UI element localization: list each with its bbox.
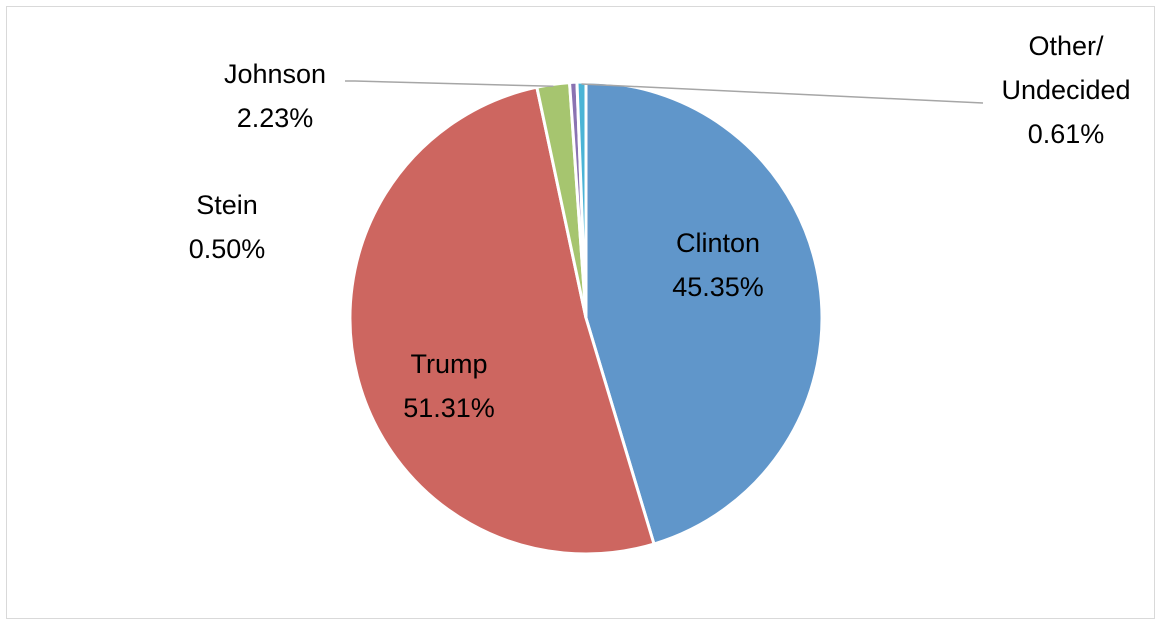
slice-label-name: Johnson — [224, 59, 326, 89]
slice-label-value: 2.23% — [237, 103, 314, 133]
slice-label-name: Stein — [196, 190, 258, 220]
pie-slice — [584, 80, 824, 546]
slice-label-value: 0.61% — [1028, 119, 1105, 149]
pie-slice — [348, 85, 656, 556]
slice-label-name: Trump — [410, 349, 487, 379]
leader-line — [345, 80, 554, 88]
slice-label-name-line: Undecided — [1001, 75, 1130, 105]
leader-line — [581, 83, 984, 104]
slice-label-value: 0.50% — [189, 234, 266, 264]
pie-slice — [575, 80, 588, 319]
slice-label-name-line: Other/ — [1028, 31, 1104, 61]
slice-label-value: 45.35% — [672, 272, 764, 302]
slice-label-name: Clinton — [676, 228, 760, 258]
slice-label-value: 51.31% — [403, 393, 495, 423]
